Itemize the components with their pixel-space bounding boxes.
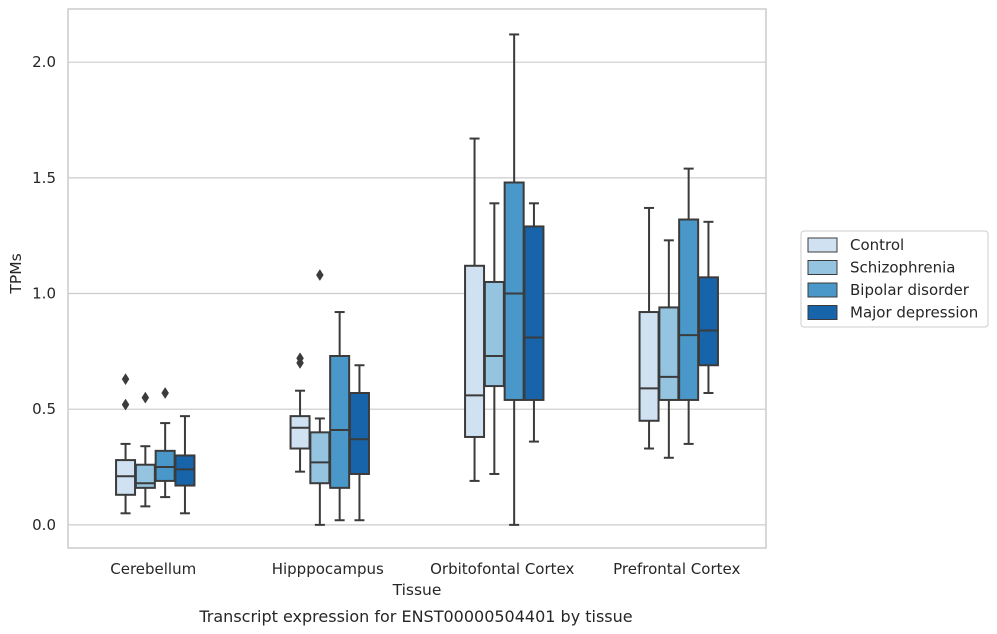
- legend-label-control: Control: [850, 236, 904, 254]
- box-body: [678, 218, 700, 401]
- box-orbitofontal-cortex-bipolar-disorder: [503, 33, 525, 526]
- box-prefrontal-cortex-major-depression: [697, 220, 719, 395]
- box-body: [658, 306, 680, 401]
- y-tick-label: 2.0: [32, 53, 56, 71]
- legend-label-bipolar-disorder: Bipolar disorder: [850, 281, 970, 299]
- box-hipppocampus-bipolar-disorder: [329, 311, 351, 522]
- legend: Control Schizophrenia Bipolar disorder Majo…: [800, 230, 989, 328]
- y-axis-ticks: 0.0 0.5 1.0 1.5 2.0: [32, 53, 56, 534]
- y-tick-label: 1.0: [32, 285, 56, 303]
- series-bipolar-disorder: [154, 33, 700, 526]
- box-series: [115, 33, 719, 526]
- x-tick-label: Hipppocampus: [272, 560, 384, 578]
- box-body: [115, 459, 137, 496]
- legend-frame: [800, 230, 989, 328]
- box-hipppocampus-schizophrenia: [309, 269, 331, 526]
- x-tick-label: Prefrontal Cortex: [613, 560, 740, 578]
- x-tick-label: Orbitofontal Cortex: [430, 560, 574, 578]
- outlier-point: [316, 269, 324, 281]
- box-orbitofontal-cortex-major-depression: [523, 202, 545, 443]
- box-prefrontal-cortex-control: [638, 206, 660, 450]
- plot-area-frame: [67, 8, 767, 549]
- box-body: [503, 181, 525, 401]
- box-cerebellum-bipolar-disorder: [154, 387, 176, 499]
- legend-swatch-major-depression: [807, 305, 838, 320]
- series-major-depression: [174, 202, 719, 522]
- y-tick-label: 0.5: [32, 400, 56, 418]
- legend-swatch-control: [807, 237, 838, 253]
- y-tick-label: 0.0: [32, 516, 56, 534]
- y-tick-label: 1.5: [32, 169, 56, 187]
- box-cerebellum-major-depression: [174, 415, 196, 515]
- legend-label-schizophrenia: Schizophrenia: [850, 259, 955, 277]
- box-prefrontal-cortex-bipolar-disorder: [678, 167, 700, 445]
- box-orbitofontal-cortex-control: [464, 137, 486, 482]
- outlier-point: [121, 398, 130, 411]
- outlier-point: [161, 387, 169, 399]
- box-body: [329, 354, 351, 489]
- box-body: [174, 454, 196, 487]
- x-tick-label: Cerebellum: [110, 560, 196, 578]
- box-body: [289, 415, 311, 450]
- box-body: [483, 280, 505, 388]
- box-body: [154, 449, 176, 482]
- y-axis-title: TPMs: [7, 253, 25, 294]
- x-axis-ticks: Cerebellum Hipppocampus Orbitofontal Corte…: [110, 560, 740, 578]
- box-body: [638, 311, 660, 422]
- box-orbitofontal-cortex-schizophrenia: [483, 202, 505, 475]
- legend-label-major-depression: Major depression: [850, 304, 978, 322]
- box-hipppocampus-control: [289, 352, 311, 473]
- outlier-point: [121, 373, 130, 386]
- box-body: [134, 463, 156, 489]
- box-body: [697, 276, 719, 367]
- outlier-point: [141, 391, 150, 404]
- box-cerebellum-control: [115, 373, 137, 515]
- box-body: [464, 264, 486, 438]
- box-body: [523, 225, 545, 401]
- legend-swatch-bipolar-disorder: [807, 282, 838, 298]
- x-axis-title: Tissue: [392, 581, 442, 599]
- outlier-point: [296, 352, 304, 365]
- chart-caption: Transcript expression for ENST0000050440…: [198, 607, 632, 626]
- series-control: [115, 137, 660, 515]
- box-hipppocampus-major-depression: [348, 364, 370, 522]
- box-body: [309, 431, 331, 485]
- box-prefrontal-cortex-schizophrenia: [658, 239, 680, 459]
- legend-swatch-schizophrenia: [807, 260, 838, 275]
- series-schizophrenia: [134, 202, 680, 526]
- box-body: [348, 392, 370, 475]
